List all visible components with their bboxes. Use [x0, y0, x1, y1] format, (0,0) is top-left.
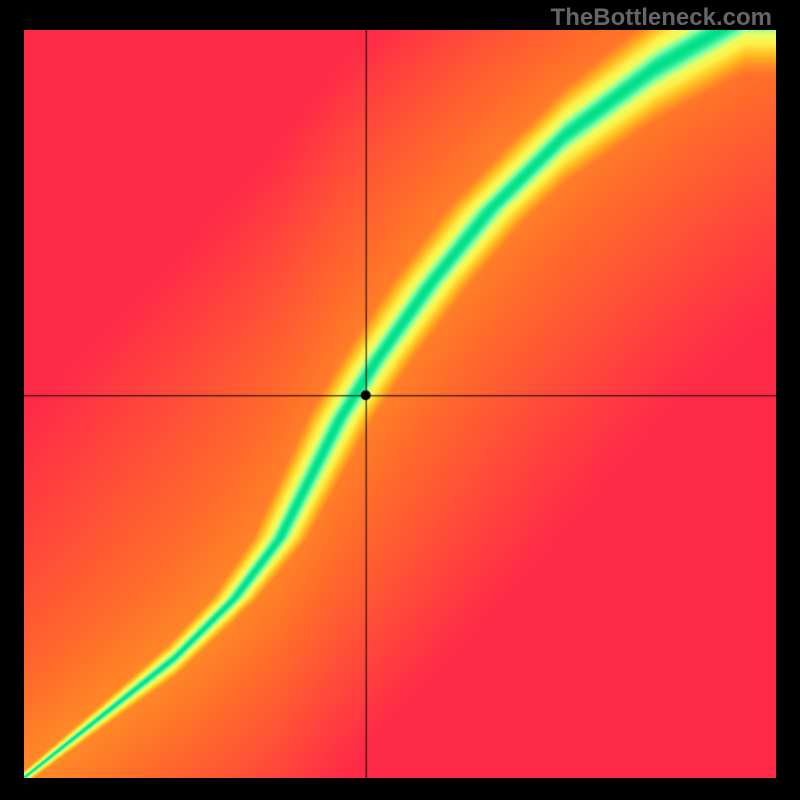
heatmap-plot — [24, 30, 776, 778]
heatmap-canvas — [24, 30, 776, 778]
watermark: TheBottleneck.com — [551, 4, 772, 32]
